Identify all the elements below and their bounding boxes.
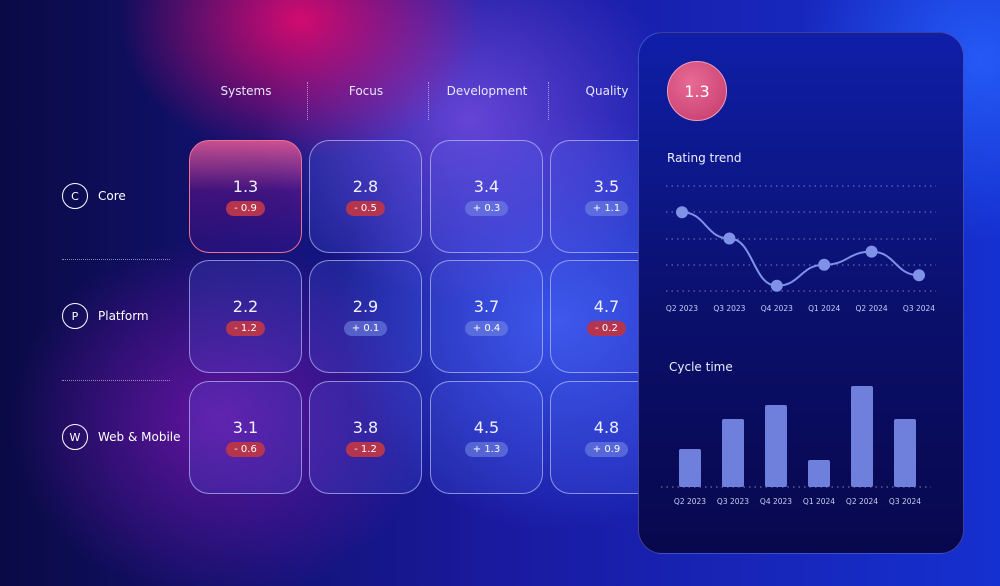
cell-value: 3.8 xyxy=(352,418,379,437)
row-label-platform[interactable]: P Platform xyxy=(62,303,149,329)
score-value: 1.3 xyxy=(684,81,710,101)
row-label-core[interactable]: C Core xyxy=(62,183,126,209)
column-divider xyxy=(548,82,549,120)
delta-badge: - 0.9 xyxy=(226,201,265,216)
column-header: Systems xyxy=(220,84,272,98)
column-header: Focus xyxy=(348,84,384,98)
row-label-web-mobile[interactable]: W Web & Mobile xyxy=(62,424,181,450)
column-divider xyxy=(428,82,429,120)
bar[interactable] xyxy=(765,405,787,487)
score-cell[interactable]: 1.3 - 0.9 xyxy=(189,140,302,253)
x-tick-label: Q4 2023 xyxy=(761,304,793,313)
score-badge: 1.3 xyxy=(667,61,727,121)
cell-value: 3.4 xyxy=(473,177,500,196)
x-tick-label: Q3 2023 xyxy=(713,304,745,313)
trend-point[interactable] xyxy=(676,206,688,219)
score-cell[interactable]: 2.8 - 0.5 xyxy=(309,140,422,253)
column-header: Development xyxy=(446,84,528,98)
rating-trend-title: Rating trend xyxy=(667,151,742,165)
bar[interactable] xyxy=(679,449,701,487)
score-cell[interactable]: 3.8 - 1.2 xyxy=(309,381,422,494)
delta-badge: + 0.4 xyxy=(464,321,509,336)
row-initial-icon: C xyxy=(62,183,88,209)
row-initial-icon: W xyxy=(62,424,88,450)
cell-value: 2.8 xyxy=(352,177,379,196)
cell-value: 1.3 xyxy=(232,177,259,196)
cell-value: 3.7 xyxy=(473,297,500,316)
cell-value: 2.2 xyxy=(232,297,259,316)
delta-badge: - 0.2 xyxy=(587,321,626,336)
row-label: Web & Mobile xyxy=(98,430,181,444)
delta-badge: + 1.1 xyxy=(584,201,629,216)
cell-value: 4.8 xyxy=(593,418,620,437)
x-tick-label: Q2 2023 xyxy=(674,497,706,506)
cell-value: 4.5 xyxy=(473,418,500,437)
bar[interactable] xyxy=(851,386,873,487)
x-tick-label: Q3 2023 xyxy=(717,497,749,506)
score-cell[interactable]: 2.9 + 0.1 xyxy=(309,260,422,373)
detail-panel: 1.3 Rating trend Cycle time Q2 2023 Q3 20… xyxy=(638,32,964,554)
delta-badge: - 1.2 xyxy=(346,442,385,457)
delta-badge: + 0.9 xyxy=(584,442,629,457)
cell-value: 3.1 xyxy=(232,418,259,437)
x-tick-label: Q2 2024 xyxy=(856,304,888,313)
x-tick-label: Q2 2024 xyxy=(846,497,878,506)
x-tick-label: Q4 2023 xyxy=(760,497,792,506)
cell-value: 2.9 xyxy=(352,297,379,316)
row-divider xyxy=(62,380,170,381)
row-label: Platform xyxy=(98,309,149,323)
trend-line xyxy=(681,211,920,287)
delta-badge: + 0.3 xyxy=(464,201,509,216)
bar[interactable] xyxy=(894,419,916,487)
trend-point[interactable] xyxy=(723,232,736,245)
delta-badge: + 1.3 xyxy=(464,442,509,457)
score-cell[interactable]: 4.5 + 1.3 xyxy=(430,381,543,494)
cell-value: 3.5 xyxy=(593,177,620,196)
delta-badge: - 0.6 xyxy=(226,442,265,457)
column-divider xyxy=(307,82,308,120)
trend-point[interactable] xyxy=(770,279,783,292)
x-tick-label: Q1 2024 xyxy=(803,497,835,506)
bar[interactable] xyxy=(808,460,830,487)
trend-point[interactable] xyxy=(818,258,831,271)
row-divider xyxy=(62,259,170,260)
trend-point[interactable] xyxy=(865,245,878,258)
delta-badge: - 0.5 xyxy=(346,201,385,216)
bar[interactable] xyxy=(722,419,744,487)
x-tick-label: Q1 2024 xyxy=(808,304,840,313)
x-tick-label: Q2 2023 xyxy=(666,304,698,313)
row-label: Core xyxy=(98,189,126,203)
cell-value: 4.7 xyxy=(593,297,620,316)
x-tick-label: Q3 2024 xyxy=(889,497,921,506)
score-cell[interactable]: 3.1 - 0.6 xyxy=(189,381,302,494)
delta-badge: - 1.2 xyxy=(226,321,265,336)
score-cell[interactable]: 2.2 - 1.2 xyxy=(189,260,302,373)
score-cell[interactable]: 3.4 + 0.3 xyxy=(430,140,543,253)
cycle-time-title: Cycle time xyxy=(669,360,733,374)
delta-badge: + 0.1 xyxy=(343,321,388,336)
x-tick-label: Q3 2024 xyxy=(903,304,935,313)
trend-point[interactable] xyxy=(913,269,925,282)
column-header: Quality xyxy=(585,84,629,98)
row-initial-icon: P xyxy=(62,303,88,329)
charts: Q2 2023 Q3 2023 Q4 2023 Q1 2024 Q2 2024 Q3 20… xyxy=(661,185,936,506)
score-cell[interactable]: 3.7 + 0.4 xyxy=(430,260,543,373)
